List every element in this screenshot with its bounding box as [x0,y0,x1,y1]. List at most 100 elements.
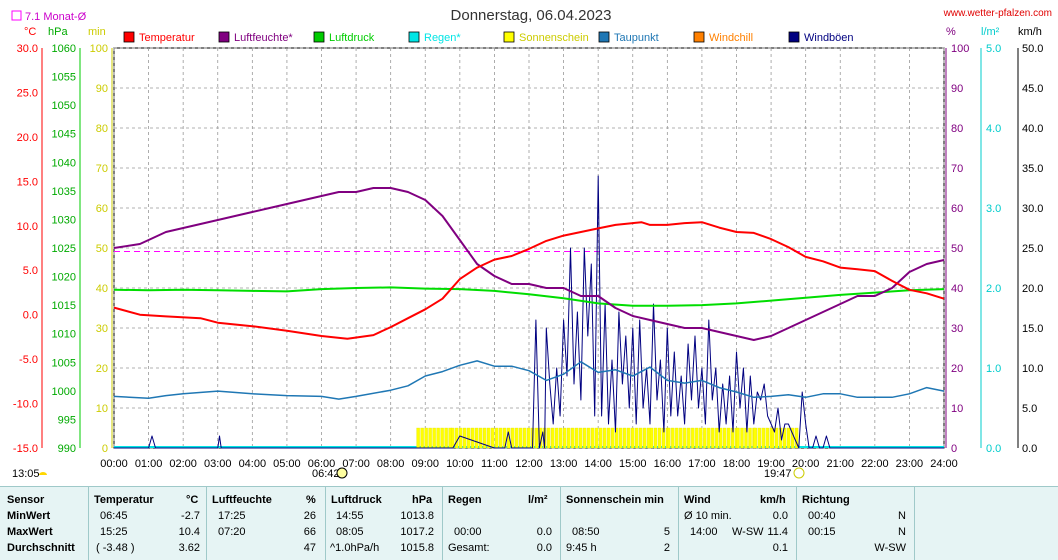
time-tick-label: 02:00 [169,458,197,470]
cell-rain-val: 0.0 [536,542,552,554]
legend-label: Windböen [804,32,854,44]
wind-tick-label: 35.0 [1022,163,1043,175]
pressure-line [113,286,945,307]
pressure-tick-label: 1050 [52,100,76,112]
cell-press-val: 1015.8 [400,542,434,554]
pressure-tick-label: 1020 [52,272,76,284]
cell-wind-dir: W-SW [732,526,764,538]
sunshine-bar [727,427,731,449]
cell-rain-val: 0.0 [536,526,552,538]
wind-gust-line [114,175,944,449]
header-dir: Richtung [802,494,850,506]
divider [914,487,915,560]
time-tick-label: 16:00 [654,458,682,470]
cell-wind-val: 0.1 [772,542,788,554]
pressure-tick-label: 1030 [52,214,76,226]
cell-dir-time: 00:15 [808,526,836,538]
time-tick-label: 20:00 [792,458,820,470]
minutes-tick-label: 20 [96,363,108,375]
cell-temp-val: -2.7 [181,510,200,522]
temp-unit: °C [24,26,36,38]
sunshine-bar [551,427,555,449]
cell-sun-val: 5 [663,526,670,538]
site-link[interactable]: www.wetter-pfalzen.com [943,8,1052,19]
cell-dir-val: N [898,526,906,538]
cell-rain-time: Gesamt: [448,542,490,554]
sunrise-icon [336,467,348,479]
wind-tick-label: 0.0 [1022,443,1037,455]
sunshine-bar [491,427,495,449]
minutes-unit: min [88,26,106,38]
minutes-tick-label: 0 [102,443,108,455]
sunshine-bar [436,427,440,449]
sunshine-bar [603,427,607,449]
sunrise-time: 06:42 [312,468,340,480]
temperature-line [113,221,945,340]
header-press-unit: hPa [412,494,433,506]
monthavg-marker-icon [11,10,22,21]
percent-unit: % [946,26,956,38]
sunshine-bar [643,427,647,449]
cell-sun-time: 08:50 [572,526,600,538]
minutes-tick-label: 10 [96,403,108,415]
legend-label: Luftdruck [329,32,375,44]
legend-swatch [598,31,610,43]
legend-swatch [123,31,135,43]
wind-tick-label: 45.0 [1022,83,1043,95]
sunshine-bar [703,427,707,449]
header-hum-unit: % [306,494,316,506]
cell-dir-time: 00:40 [808,510,836,522]
time-tick-label: 14:00 [584,458,612,470]
sunshine-bar [483,427,487,449]
sunshine-bar [744,427,748,449]
cell-press-time: 14:55 [336,510,364,522]
pressure-tick-label: 1040 [52,157,76,169]
legend-swatch [408,31,420,43]
sunshine-bar [444,427,448,449]
time-tick-label: 18:00 [723,458,751,470]
sunset-icon [793,467,805,479]
cell-wind-time: 14:00 [690,526,718,538]
time-tick-label: 11:00 [481,458,508,470]
minutes-tick-label: 60 [96,203,108,215]
header-rain: Regen [448,494,482,506]
sunshine-bar [579,427,583,449]
sunshine-bar [753,427,757,449]
sunshine-bar [711,427,715,449]
pressure-unit: hPa [48,26,68,38]
header-wind-unit: km/h [760,494,786,506]
temp-tick-label: 25.0 [17,87,38,99]
chart-axes: 30.0 25.0 20.0 15.0 10.0 5.0 0.0 -5.0 -10.0 -15.0… [13,43,1044,470]
sunshine-bar [647,427,651,449]
pressure-tick-label: 1045 [52,129,76,141]
pressure-tick-label: 1000 [52,386,76,398]
divider [206,487,207,560]
time-tick-label: 09:00 [411,458,439,470]
time-tick-label: 21:00 [826,458,854,470]
cell-press-val: 1013.8 [400,510,434,522]
chart-grid [113,47,945,449]
legend-swatch [218,31,230,43]
header-wind: Wind [684,494,711,506]
sunshine-bar [765,427,769,449]
stats-table: Sensor Temperatur °C Luftfeuchte % Luftd… [0,486,1058,560]
cell-hum-val: 26 [303,510,316,522]
sunshine-bar [615,427,619,449]
sunshine-bar [527,427,531,449]
time-tick-label: 13:00 [550,458,578,470]
left-corner-time: 13:05 [12,468,40,480]
percent-tick-label: 100 [951,43,969,55]
sunshine-bar [627,427,631,449]
sunshine-bar [555,427,559,449]
header-rain-unit: l/m² [528,494,548,506]
cell-dir-val: N [898,510,906,522]
sunshine-bar [583,427,587,449]
sunshine-bar [635,427,639,449]
sunshine-bar [695,427,699,449]
divider [442,487,443,560]
cell-press-val: 1017.2 [400,526,434,538]
sunshine-bar [687,427,691,449]
time-tick-label: 19:00 [757,458,785,470]
legend-swatch [503,31,515,43]
sunshine-bar [715,427,719,449]
